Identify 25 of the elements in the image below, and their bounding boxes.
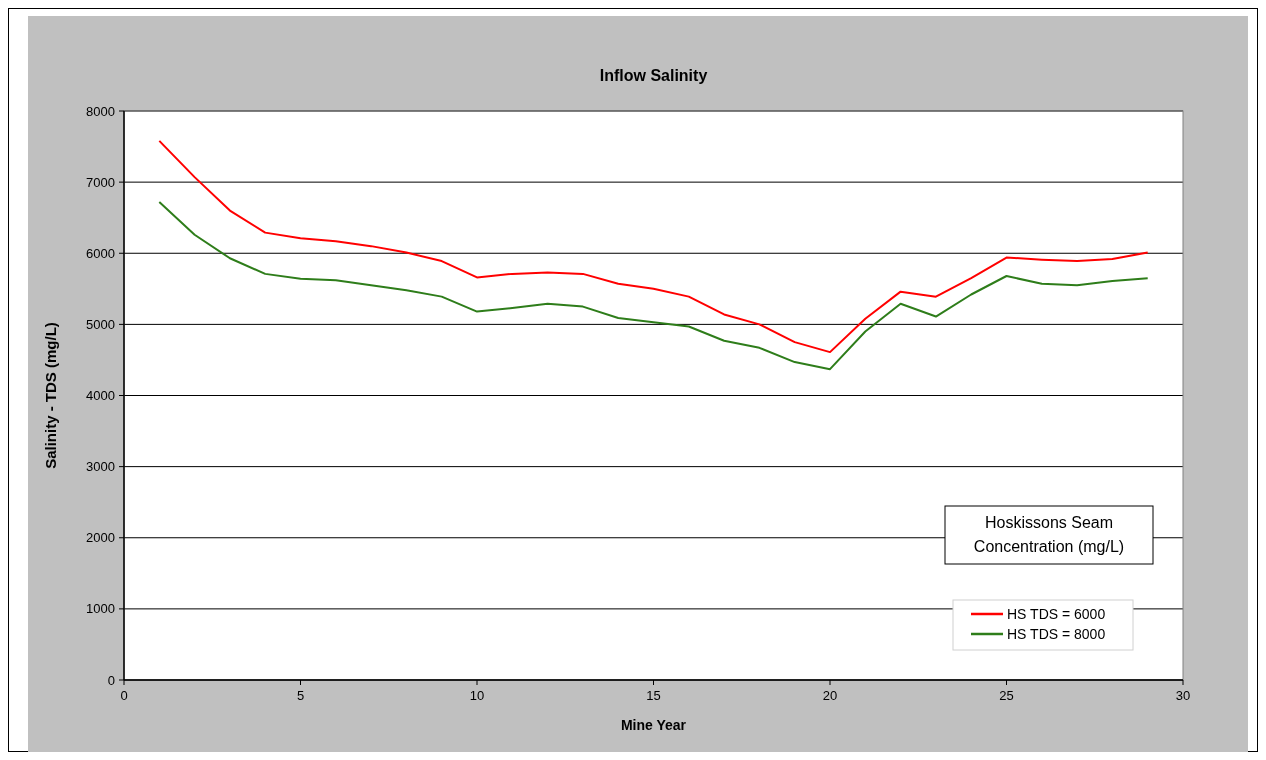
x-tick-label: 20 bbox=[822, 688, 838, 703]
y-axis-title: Salinity - TDS (mg/L) bbox=[42, 322, 59, 469]
y-tick-label: 5000 bbox=[86, 316, 115, 332]
y-tick-label: 0 bbox=[107, 672, 115, 688]
x-tick-label: 10 bbox=[469, 688, 485, 703]
x-tick-label: 0 bbox=[120, 688, 128, 703]
x-tick-label: 25 bbox=[999, 688, 1014, 703]
legend-label: HS TDS = 8000 bbox=[1007, 625, 1106, 642]
y-tick-label: 4000 bbox=[86, 388, 115, 404]
legend-title: Hoskissons Seam Concentration (mg/L) bbox=[973, 514, 1125, 555]
x-tick-label: 5 bbox=[296, 688, 305, 703]
y-tick-label: 7000 bbox=[86, 174, 115, 190]
y-tick-label: 6000 bbox=[86, 245, 115, 261]
line-series bbox=[158, 139, 1149, 354]
y-tick-label: 1000 bbox=[86, 601, 115, 617]
line-series bbox=[158, 201, 1149, 371]
x-tick-label: 15 bbox=[646, 688, 661, 703]
legend-title-frame: Hoskissons Seam Concentration (mg/L) bbox=[944, 505, 1154, 565]
chart-title: Inflow Salinity bbox=[599, 67, 708, 84]
y-tick-label: 2000 bbox=[86, 530, 115, 546]
x-tick-label: 30 bbox=[1175, 688, 1191, 703]
y-tick-label: 3000 bbox=[86, 459, 115, 475]
y-tick-label: 8000 bbox=[86, 103, 115, 119]
legend-label: HS TDS = 6000 bbox=[1007, 605, 1106, 622]
x-axis-title: Mine Year bbox=[620, 717, 687, 733]
